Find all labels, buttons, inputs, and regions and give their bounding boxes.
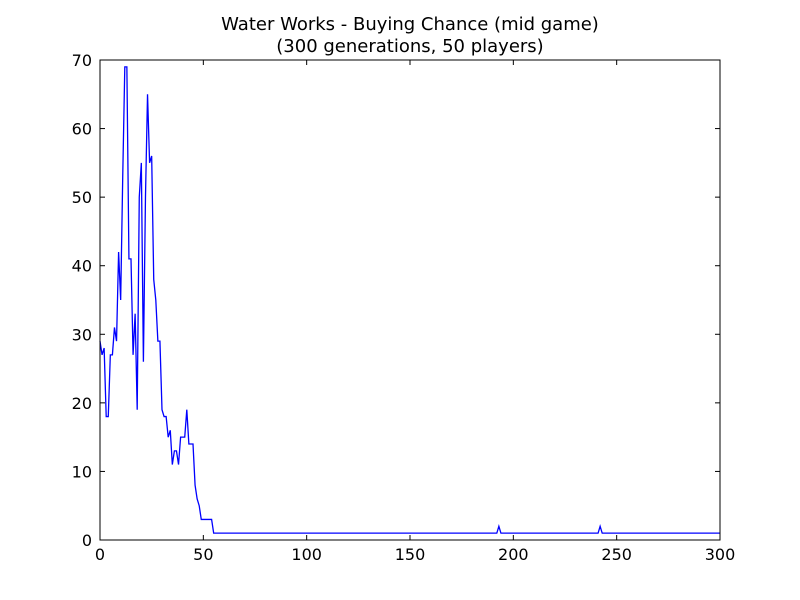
y-tick-label: 10 [72, 462, 92, 481]
chart-title: Water Works - Buying Chance (mid game) [221, 14, 599, 35]
x-tick-label: 200 [498, 545, 529, 564]
series-line-1 [99, 66, 720, 534]
x-tick-label: 250 [601, 545, 632, 564]
y-tick-label: 50 [72, 188, 92, 207]
y-tick-label: 60 [72, 120, 92, 139]
x-tick-label: 50 [193, 545, 213, 564]
y-tick-label: 30 [72, 325, 92, 344]
x-tick-label: 150 [395, 545, 426, 564]
y-tick-label: 70 [72, 51, 92, 70]
x-tick-label: 0 [95, 545, 105, 564]
y-tick-label: 20 [72, 394, 92, 413]
x-tick-label: 100 [291, 545, 322, 564]
plot-area: 0 50 100 150 200 250 300 0 10 20 30 40 50 60 70 [72, 51, 736, 564]
y-tick-label: 40 [72, 257, 92, 276]
y-tick-label: 0 [82, 531, 92, 550]
x-tick-label: 300 [705, 545, 736, 564]
chart-subtitle: (300 generations, 50 players) [276, 36, 543, 57]
